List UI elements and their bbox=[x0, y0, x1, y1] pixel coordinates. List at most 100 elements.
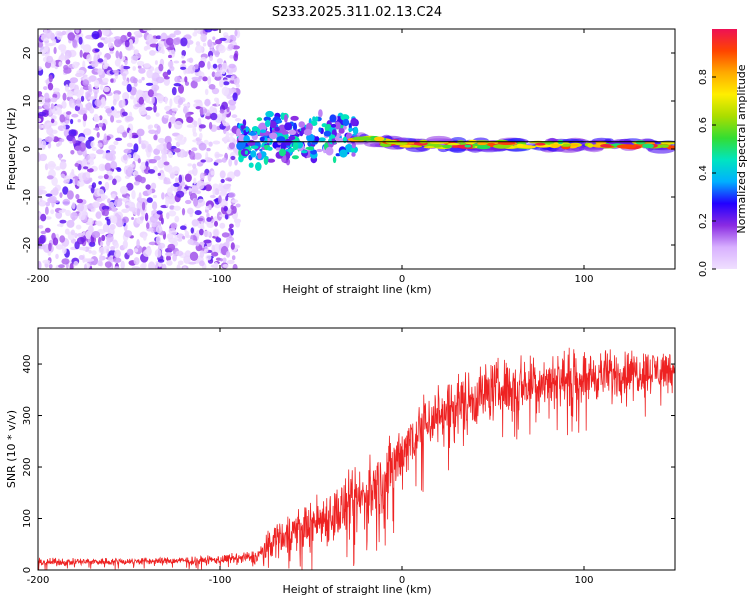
heatmap-blob bbox=[58, 44, 67, 51]
heatmap-blob bbox=[173, 205, 181, 211]
heatmap-blob bbox=[78, 36, 83, 45]
heatmap-blob bbox=[76, 237, 85, 245]
heatmap-blob bbox=[230, 75, 235, 81]
heatmap-blob bbox=[106, 218, 111, 226]
heatmap-blob bbox=[58, 264, 65, 269]
heatmap-blob bbox=[156, 125, 161, 135]
heatmap-blob bbox=[107, 175, 114, 181]
colorbar-tick-label: 0.4 bbox=[698, 165, 709, 181]
spectrogram-x-tick-label: 100 bbox=[574, 274, 593, 285]
heatmap-blob bbox=[114, 266, 120, 269]
heatmap-blob bbox=[215, 39, 222, 45]
heatmap-blob bbox=[149, 215, 158, 223]
heatmap-blob bbox=[492, 144, 511, 149]
heatmap-blob bbox=[112, 215, 118, 224]
heatmap-blob bbox=[227, 43, 234, 50]
heatmap-blob bbox=[64, 84, 69, 92]
heatmap-blob bbox=[133, 181, 140, 186]
heatmap-blob bbox=[232, 92, 238, 101]
heatmap-blob bbox=[120, 260, 125, 269]
heatmap-blob bbox=[194, 79, 201, 82]
heatmap-blob bbox=[93, 115, 100, 123]
heatmap-blob bbox=[548, 143, 561, 149]
heatmap-blob bbox=[231, 199, 239, 204]
heatmap-blob bbox=[223, 35, 231, 44]
heatmap-blob bbox=[188, 261, 197, 265]
heatmap-blob bbox=[87, 217, 94, 226]
snr-x-tick-label: 100 bbox=[574, 575, 593, 586]
heatmap-blob bbox=[290, 115, 299, 121]
heatmap-blob bbox=[76, 198, 84, 204]
heatmap-blob bbox=[120, 64, 124, 74]
heatmap-blob bbox=[199, 260, 205, 267]
heatmap-blob bbox=[229, 104, 236, 111]
heatmap-blob bbox=[152, 201, 158, 211]
heatmap-blob bbox=[141, 76, 145, 81]
heatmap-blob bbox=[229, 223, 234, 229]
heatmap-blob bbox=[274, 126, 280, 132]
heatmap-blob bbox=[70, 229, 76, 236]
heatmap-blob bbox=[187, 207, 194, 215]
heatmap-blob bbox=[164, 105, 172, 111]
heatmap-blob bbox=[230, 155, 236, 161]
heatmap-blob bbox=[225, 251, 231, 258]
heatmap-blob bbox=[516, 143, 524, 148]
heatmap-blob bbox=[171, 112, 176, 117]
heatmap-blob bbox=[205, 254, 212, 261]
heatmap-blob bbox=[279, 148, 286, 157]
heatmap-blob bbox=[134, 103, 143, 108]
heatmap-blob bbox=[250, 145, 259, 149]
heatmap-blob bbox=[110, 246, 116, 251]
heatmap-blob bbox=[43, 86, 48, 91]
heatmap-blob bbox=[150, 182, 157, 190]
heatmap-blob bbox=[56, 142, 60, 147]
spectrogram-x-tick-label: 0 bbox=[399, 274, 405, 285]
spectrogram-x-tick-label: -100 bbox=[209, 274, 232, 285]
heatmap-blob bbox=[70, 150, 75, 155]
heatmap-blob bbox=[187, 65, 191, 74]
heatmap-blob bbox=[236, 141, 245, 151]
heatmap-blob bbox=[221, 157, 227, 163]
heatmap-blob bbox=[114, 36, 121, 40]
heatmap-blob bbox=[169, 33, 176, 38]
heatmap-blob bbox=[184, 173, 192, 183]
heatmap-blob bbox=[192, 132, 198, 137]
heatmap-blob bbox=[215, 237, 222, 243]
heatmap-blob bbox=[442, 144, 453, 149]
heatmap-blob bbox=[108, 144, 116, 151]
heatmap-blob bbox=[110, 78, 114, 83]
snr-panel: -200 -100 0 100 0 100 200 300 400 Height of str… bbox=[5, 327, 676, 596]
heatmap-blob bbox=[167, 187, 173, 197]
heatmap-blob bbox=[145, 106, 153, 111]
heatmap-blob bbox=[79, 49, 83, 58]
heatmap-blob bbox=[288, 148, 295, 153]
heatmap-blob bbox=[215, 257, 222, 261]
heatmap-blob bbox=[75, 224, 82, 230]
heatmap-blob bbox=[204, 88, 209, 96]
heatmap-blob bbox=[129, 95, 135, 100]
heatmap-blob bbox=[155, 76, 165, 84]
heatmap-blob bbox=[153, 148, 161, 155]
heatmap-blob bbox=[173, 148, 181, 153]
heatmap-blob bbox=[153, 134, 158, 141]
heatmap-blob bbox=[122, 216, 129, 224]
heatmap-blob bbox=[177, 260, 184, 266]
heatmap-blob bbox=[104, 57, 108, 66]
heatmap-blob bbox=[635, 140, 646, 145]
heatmap-blob bbox=[136, 128, 145, 137]
heatmap-blob bbox=[154, 60, 158, 65]
heatmap-blob bbox=[104, 261, 112, 268]
snr-x-tick-label: -100 bbox=[209, 575, 232, 586]
heatmap-blob bbox=[137, 158, 141, 164]
heatmap-blob bbox=[45, 206, 49, 215]
heatmap-blob bbox=[123, 148, 132, 154]
heatmap-blob bbox=[155, 112, 160, 117]
heatmap-blob bbox=[291, 155, 299, 160]
heatmap-blob bbox=[77, 136, 86, 142]
heatmap-blob bbox=[184, 76, 188, 83]
heatmap-blob bbox=[167, 151, 174, 158]
heatmap-blob bbox=[66, 111, 72, 115]
heatmap-blob bbox=[165, 198, 170, 208]
heatmap-blob bbox=[75, 29, 80, 34]
heatmap-blob bbox=[137, 65, 142, 69]
